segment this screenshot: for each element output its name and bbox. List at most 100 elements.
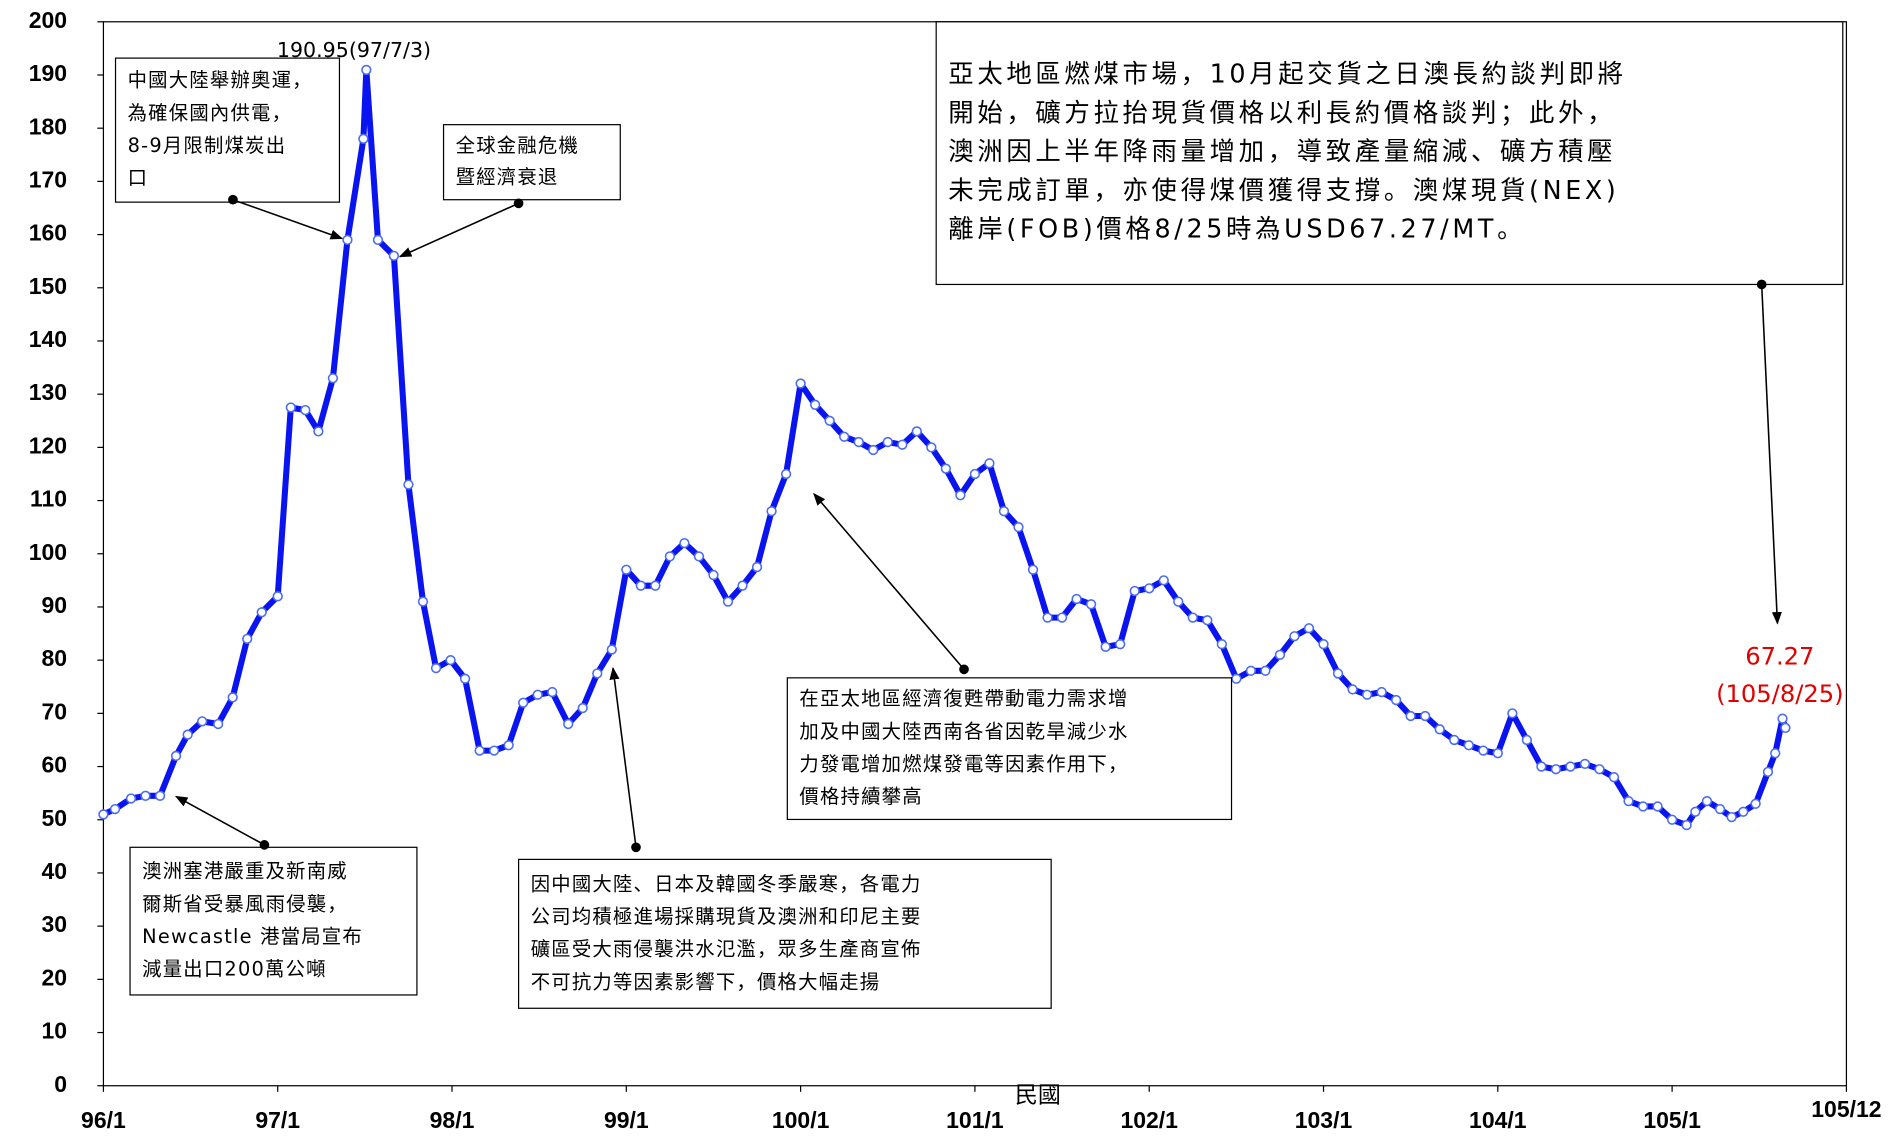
y-tick-label: 160 bbox=[29, 220, 67, 246]
annotation-box bbox=[517, 858, 1052, 1009]
point bbox=[1274, 649, 1286, 660]
point bbox=[503, 740, 514, 751]
y-tick-label: 90 bbox=[42, 592, 68, 618]
point bbox=[563, 718, 574, 730]
point bbox=[1332, 668, 1344, 679]
x-tick-label: 105/12 bbox=[1811, 1096, 1881, 1122]
point bbox=[577, 702, 588, 714]
point bbox=[1434, 724, 1445, 735]
point bbox=[388, 250, 400, 262]
point bbox=[824, 415, 835, 426]
point bbox=[488, 745, 500, 756]
point bbox=[955, 490, 966, 501]
point bbox=[1762, 766, 1774, 778]
point bbox=[140, 790, 151, 801]
arrow-dot bbox=[631, 842, 641, 853]
point bbox=[1231, 673, 1242, 684]
annotation-text: 離岸(FOB)價格8/25時為USD67.27/MT。 bbox=[948, 214, 1526, 244]
x-tick-label: 96/1 bbox=[81, 1107, 126, 1133]
annotation-text: 中國大陸舉辦奧運， bbox=[128, 69, 313, 92]
point bbox=[1550, 764, 1562, 775]
point bbox=[403, 479, 414, 490]
point bbox=[518, 697, 529, 708]
point bbox=[1594, 764, 1605, 775]
point bbox=[1027, 564, 1039, 575]
point bbox=[342, 234, 353, 246]
y-tick-label: 50 bbox=[42, 805, 68, 831]
point bbox=[1042, 612, 1053, 623]
annotation-text: 價格持續攀高 bbox=[799, 785, 922, 808]
point bbox=[1536, 761, 1547, 772]
point bbox=[125, 793, 137, 804]
annotation-text: 未完成訂單，亦使得煤價獲得支撐。澳煤現貨(NEX) bbox=[948, 175, 1619, 205]
point bbox=[1100, 641, 1111, 653]
point bbox=[361, 64, 372, 76]
point bbox=[1303, 623, 1315, 634]
y-tick-label: 100 bbox=[29, 539, 67, 565]
annotation-text: 加及中國大陸西南各省因乾旱減少水 bbox=[799, 720, 1128, 743]
point bbox=[313, 426, 324, 437]
y-tick-label: 0 bbox=[54, 1071, 67, 1097]
x-tick-label: 102/1 bbox=[1120, 1107, 1178, 1133]
point bbox=[1690, 806, 1701, 817]
point bbox=[868, 444, 879, 456]
point bbox=[969, 468, 981, 480]
point bbox=[998, 506, 1010, 517]
end-label: (105/8/25) bbox=[1716, 680, 1844, 708]
annotation-text: 公司均積極進場採購現貨及澳洲和印尼主要 bbox=[531, 905, 922, 928]
x-tick-label: 105/1 bbox=[1643, 1107, 1701, 1133]
point bbox=[766, 506, 777, 517]
point bbox=[1390, 694, 1402, 706]
point bbox=[358, 133, 369, 144]
point bbox=[984, 458, 995, 469]
annotation-box bbox=[935, 21, 1844, 286]
point bbox=[1260, 665, 1271, 676]
annotation-arrow bbox=[398, 202, 519, 258]
point bbox=[1071, 593, 1082, 605]
point bbox=[109, 803, 121, 815]
y-tick-label: 180 bbox=[29, 113, 67, 139]
point bbox=[459, 673, 471, 684]
annotation-text: 礦區受大雨侵襲洪水氾濫，眾多生產商宣佈 bbox=[531, 938, 922, 961]
annotation-arrow bbox=[1760, 284, 1782, 625]
point bbox=[1144, 583, 1155, 594]
y-tick-label: 200 bbox=[29, 7, 67, 33]
point bbox=[1013, 522, 1024, 533]
point bbox=[256, 607, 267, 618]
point bbox=[430, 662, 442, 674]
point bbox=[679, 537, 690, 549]
x-tick-label: 103/1 bbox=[1295, 1107, 1353, 1133]
point bbox=[1187, 612, 1198, 623]
point bbox=[882, 436, 893, 448]
point bbox=[1750, 798, 1761, 809]
annotation-arrow bbox=[232, 198, 344, 240]
point bbox=[1565, 761, 1576, 772]
annotation-text: 全球金融危機 bbox=[456, 134, 579, 157]
end-label: 67.27 bbox=[1745, 642, 1814, 670]
point bbox=[182, 729, 193, 740]
annotation-text: 澳洲塞港嚴重及新南威 bbox=[142, 860, 348, 883]
y-tick-label: 20 bbox=[42, 964, 68, 990]
annotation-text: 減量出口200萬公噸 bbox=[142, 958, 327, 981]
y-tick-label: 140 bbox=[29, 326, 67, 352]
y-tick-label: 70 bbox=[42, 698, 68, 724]
point bbox=[327, 373, 339, 384]
y-tick-label: 10 bbox=[42, 1018, 68, 1044]
point bbox=[197, 716, 208, 727]
point bbox=[98, 809, 109, 820]
annotation-box bbox=[129, 846, 418, 996]
annotation-text: 在亞太地區經濟復甦帶動電力需求增 bbox=[799, 687, 1128, 710]
point bbox=[1738, 806, 1749, 817]
point bbox=[693, 551, 705, 562]
point bbox=[1318, 639, 1329, 650]
y-tick-label: 120 bbox=[29, 432, 67, 458]
y-tick-label: 150 bbox=[29, 273, 67, 299]
arrow-dot bbox=[259, 840, 270, 850]
point bbox=[242, 633, 253, 645]
annotation-text: Newcastle 港當局宣布 bbox=[142, 925, 363, 948]
point bbox=[897, 439, 908, 450]
point bbox=[795, 378, 806, 389]
arrow-dot bbox=[228, 194, 238, 205]
arrow-dot bbox=[1756, 279, 1767, 290]
annotation-arrow bbox=[174, 795, 265, 846]
